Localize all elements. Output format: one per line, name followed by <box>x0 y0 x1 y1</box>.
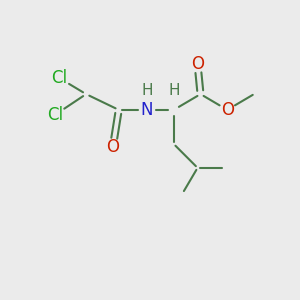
Text: H: H <box>141 83 153 98</box>
Text: O: O <box>106 138 119 156</box>
Text: O: O <box>191 55 204 73</box>
Text: Cl: Cl <box>51 69 68 87</box>
Text: O: O <box>221 101 234 119</box>
Text: H: H <box>168 83 179 98</box>
Text: N: N <box>141 101 153 119</box>
Text: Cl: Cl <box>47 106 63 124</box>
